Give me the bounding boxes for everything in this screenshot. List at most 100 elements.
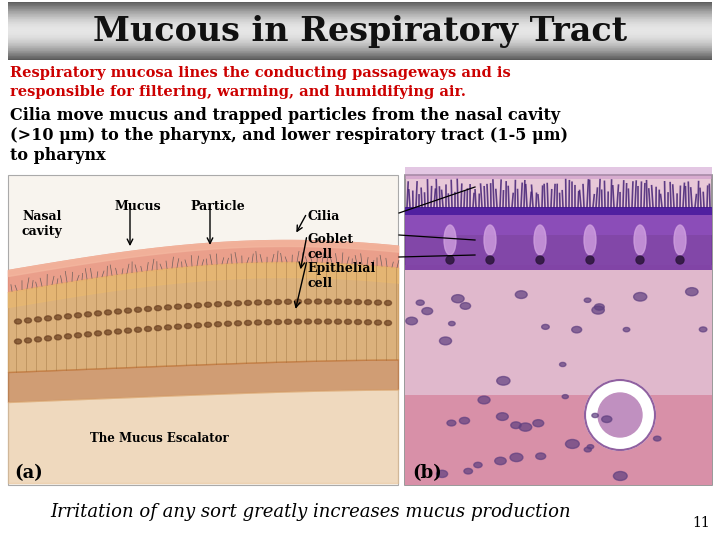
- Bar: [8, 175, 398, 485]
- Bar: [405, 395, 712, 485]
- Bar: [8, 40, 712, 41]
- Ellipse shape: [164, 325, 171, 330]
- Ellipse shape: [572, 326, 582, 333]
- Text: The Mucus Escalator: The Mucus Escalator: [90, 432, 229, 445]
- Ellipse shape: [104, 330, 112, 335]
- Bar: [8, 5, 712, 6]
- Ellipse shape: [135, 327, 142, 332]
- Ellipse shape: [497, 413, 508, 421]
- Ellipse shape: [592, 413, 598, 417]
- Ellipse shape: [204, 322, 212, 327]
- Bar: [8, 38, 712, 40]
- Ellipse shape: [474, 462, 482, 468]
- Bar: [8, 40, 712, 42]
- Ellipse shape: [516, 291, 527, 299]
- Bar: [405, 175, 712, 485]
- Bar: [405, 215, 712, 270]
- Ellipse shape: [497, 376, 510, 385]
- Bar: [8, 34, 712, 35]
- Text: Epithelial
cell: Epithelial cell: [307, 262, 375, 290]
- Ellipse shape: [344, 299, 351, 305]
- Ellipse shape: [145, 306, 151, 312]
- Ellipse shape: [215, 302, 222, 307]
- Ellipse shape: [225, 301, 232, 306]
- Bar: [405, 167, 712, 179]
- Bar: [8, 42, 712, 43]
- Ellipse shape: [155, 306, 161, 310]
- Bar: [8, 45, 712, 46]
- Bar: [8, 43, 712, 44]
- Ellipse shape: [174, 324, 181, 329]
- Ellipse shape: [74, 333, 81, 338]
- Ellipse shape: [245, 300, 251, 306]
- Ellipse shape: [510, 422, 521, 429]
- Ellipse shape: [174, 304, 181, 309]
- Ellipse shape: [45, 336, 52, 341]
- Ellipse shape: [235, 301, 241, 306]
- Ellipse shape: [364, 320, 372, 325]
- Bar: [8, 21, 712, 22]
- Bar: [8, 37, 712, 38]
- Bar: [8, 16, 712, 17]
- Bar: [8, 47, 712, 49]
- Bar: [8, 38, 712, 39]
- Text: (a): (a): [14, 464, 42, 482]
- Bar: [8, 27, 712, 28]
- Bar: [8, 29, 712, 30]
- Bar: [8, 35, 712, 36]
- Ellipse shape: [335, 299, 341, 304]
- Bar: [8, 46, 712, 48]
- Circle shape: [598, 393, 642, 437]
- Ellipse shape: [305, 319, 312, 324]
- Ellipse shape: [284, 319, 292, 325]
- Ellipse shape: [384, 300, 392, 306]
- Text: Particle: Particle: [190, 200, 245, 213]
- Bar: [8, 50, 712, 51]
- Ellipse shape: [595, 304, 604, 310]
- Ellipse shape: [125, 328, 132, 333]
- Bar: [8, 53, 712, 54]
- Bar: [8, 49, 712, 51]
- Ellipse shape: [384, 320, 392, 326]
- Bar: [8, 52, 712, 53]
- Bar: [8, 59, 712, 60]
- Ellipse shape: [194, 323, 202, 328]
- Bar: [8, 19, 712, 21]
- Ellipse shape: [274, 320, 282, 325]
- Ellipse shape: [634, 225, 646, 255]
- Ellipse shape: [294, 299, 302, 304]
- Ellipse shape: [478, 396, 490, 404]
- Ellipse shape: [559, 362, 566, 367]
- Bar: [8, 56, 712, 57]
- Bar: [8, 9, 712, 10]
- Ellipse shape: [45, 316, 52, 321]
- Ellipse shape: [676, 256, 684, 264]
- Ellipse shape: [439, 337, 451, 345]
- Ellipse shape: [325, 319, 331, 324]
- Ellipse shape: [104, 310, 112, 315]
- Ellipse shape: [460, 302, 471, 309]
- Ellipse shape: [541, 325, 549, 329]
- Ellipse shape: [613, 471, 627, 481]
- Ellipse shape: [484, 225, 496, 255]
- Ellipse shape: [565, 440, 580, 448]
- Ellipse shape: [215, 322, 222, 327]
- Ellipse shape: [305, 299, 312, 304]
- Bar: [8, 44, 712, 45]
- Ellipse shape: [586, 256, 594, 264]
- Bar: [8, 8, 712, 9]
- Bar: [8, 31, 712, 32]
- Bar: [8, 17, 712, 18]
- Ellipse shape: [24, 318, 32, 323]
- Text: Nasal
cavity: Nasal cavity: [22, 210, 63, 238]
- Ellipse shape: [24, 338, 32, 343]
- Bar: [8, 46, 712, 47]
- Bar: [8, 42, 712, 43]
- Ellipse shape: [225, 321, 232, 326]
- Bar: [8, 4, 712, 5]
- Ellipse shape: [245, 320, 251, 326]
- Ellipse shape: [84, 312, 91, 317]
- Ellipse shape: [699, 327, 707, 332]
- Bar: [8, 25, 712, 26]
- Ellipse shape: [444, 225, 456, 255]
